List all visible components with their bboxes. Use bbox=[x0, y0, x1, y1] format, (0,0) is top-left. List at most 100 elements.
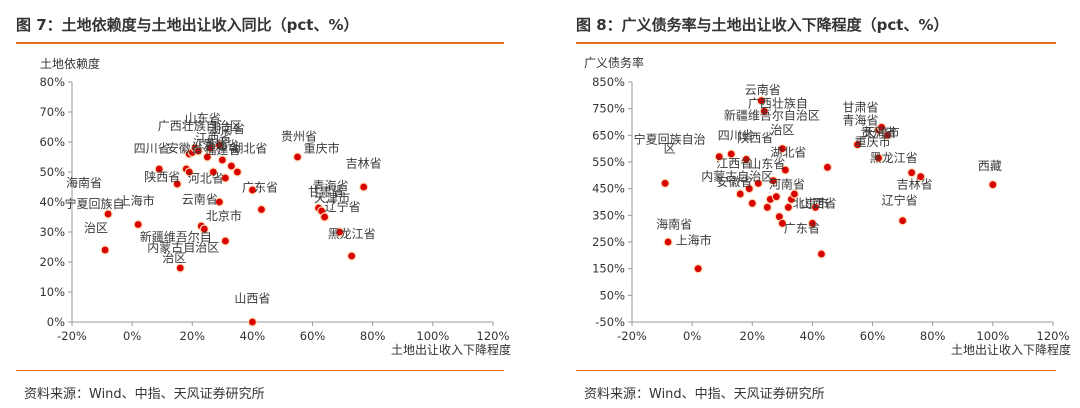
label-ningxia: 宁夏回族自治 bbox=[634, 131, 706, 146]
data-point bbox=[916, 172, 926, 182]
y-tick-label: 80% bbox=[39, 75, 65, 89]
y-tick-label: 350% bbox=[592, 208, 625, 222]
label-guangxi-qu: 治区 bbox=[770, 123, 794, 137]
data-point bbox=[193, 146, 203, 156]
label-shanghai: 上海市 bbox=[676, 233, 712, 248]
label-beijing: 北京市 bbox=[206, 208, 242, 223]
label-chongqing: 重庆市 bbox=[304, 141, 340, 156]
chart-title: 图 7：土地依赖度与土地出让收入同比（pct、%） bbox=[16, 16, 359, 34]
data-point bbox=[768, 176, 778, 186]
x-tick-label: 0% bbox=[683, 329, 701, 343]
y-tick-label: 750% bbox=[592, 102, 625, 116]
data-point bbox=[247, 185, 258, 195]
data-point bbox=[214, 140, 224, 150]
label-shandong: 山东省 bbox=[185, 112, 221, 126]
data-point bbox=[883, 130, 893, 140]
scatter-plot-fig7: 0%10%20%30%40%50%60%70%80%-20% 0% 20% 40% 60… bbox=[39, 56, 511, 357]
chart-panel-fig7: 图 7：土地依赖度与土地出让收入同比（pct、%） 0% 10% 20% 30% 40%… bbox=[0, 0, 520, 408]
data-point bbox=[256, 204, 267, 215]
data-point bbox=[184, 167, 194, 177]
data-point bbox=[220, 236, 230, 246]
title-divider bbox=[16, 42, 504, 44]
label-guangxi: 广西壮族自治区 bbox=[158, 119, 242, 133]
label-ningxia: 宁夏回族自 bbox=[65, 196, 125, 211]
x-tick-label: 100% bbox=[416, 329, 449, 343]
label-jiangxi: 江西省 bbox=[716, 156, 752, 170]
data-point bbox=[726, 149, 736, 159]
y-tick-label: 10% bbox=[39, 285, 65, 299]
x-tick-label: 60% bbox=[860, 329, 886, 343]
source-divider bbox=[16, 370, 504, 371]
data-point bbox=[175, 263, 185, 273]
label-shandong: 山东省 bbox=[749, 157, 785, 171]
data-point bbox=[663, 237, 673, 247]
x-axis-title: 土地出让收入下降程度 bbox=[391, 342, 511, 357]
label-guizhou: 贵州省 bbox=[861, 126, 897, 140]
y-tick-label: 850% bbox=[592, 75, 625, 89]
label-heilongjiang: 黑龙江省 bbox=[328, 227, 376, 241]
label-qinghai: 青海省 bbox=[313, 178, 349, 193]
data-point bbox=[202, 152, 212, 162]
x-tick-label: -20% bbox=[57, 329, 87, 343]
x-tick-label: 80% bbox=[920, 329, 946, 343]
data-point bbox=[335, 227, 345, 237]
data-point bbox=[292, 152, 303, 162]
label-henan: 河南省 bbox=[769, 177, 805, 192]
y-axis-title: 广义债务率 bbox=[584, 55, 644, 70]
y-tick-label: 250% bbox=[592, 235, 625, 249]
data-point bbox=[205, 143, 215, 153]
label-yunnan: 云南省 bbox=[745, 82, 781, 97]
y-tick-label: 70% bbox=[39, 105, 65, 119]
data-point bbox=[907, 168, 917, 178]
label-hainan: 海南省 bbox=[66, 175, 102, 190]
y-tick-label: 650% bbox=[592, 128, 625, 142]
y-tick-label: 30% bbox=[39, 225, 65, 239]
x-tick-label: 40% bbox=[800, 329, 826, 343]
chart-title: 图 8：广义债务率与土地出让收入下降程度（pct、%） bbox=[576, 16, 949, 34]
data-point bbox=[232, 167, 242, 177]
label-tianjin: 天津市 bbox=[314, 190, 350, 205]
label-chongqing: 重庆市 bbox=[855, 134, 891, 149]
data-point bbox=[762, 202, 772, 212]
chart-panel-fig8: 图 8：广义债务率与土地出让收入下降程度（pct、%） -50% 50% 150% 2… bbox=[560, 0, 1080, 408]
data-point bbox=[777, 218, 787, 228]
label-shaanxi: 陕西省 bbox=[737, 130, 773, 145]
data-point bbox=[199, 224, 209, 234]
label-heilongjiang: 黑龙江省 bbox=[870, 151, 918, 165]
scatter-plot-fig8: -50% 50% 150% 250% 350% 450% 550% 650% 750% 850% -… bbox=[584, 55, 1071, 357]
data-point bbox=[744, 184, 754, 194]
label-liaoning: 辽宁省 bbox=[325, 199, 361, 214]
label-guangdong: 广东省 bbox=[784, 222, 820, 236]
label-shanxi: 山西省 bbox=[800, 196, 836, 210]
label-ningxia-qu: 区 bbox=[664, 142, 676, 156]
y-tick-label: 60% bbox=[39, 135, 65, 149]
y-tick-label: 50% bbox=[599, 288, 625, 302]
label-jilin: 吉林省 bbox=[346, 157, 382, 171]
label-gansu: 甘肃省 bbox=[843, 100, 879, 114]
data-point bbox=[807, 218, 818, 228]
label-hunan: 湖南省 bbox=[209, 121, 245, 136]
label-xinjiang-qu: 治区 bbox=[162, 251, 186, 265]
data-point bbox=[660, 178, 670, 188]
label-neimenggu: 内蒙古自治区 bbox=[147, 240, 219, 255]
data-point bbox=[320, 212, 330, 222]
label-gansu: 甘肃省 bbox=[308, 185, 344, 199]
x-tick-label: 20% bbox=[180, 329, 206, 343]
label-jiangxi: 江西省 bbox=[195, 131, 231, 145]
x-tick-label: 80% bbox=[360, 329, 386, 343]
data-point bbox=[172, 179, 182, 189]
title-divider bbox=[576, 42, 1056, 44]
label-zhejiang: 浙江省 bbox=[203, 139, 239, 153]
source-note: 资料来源：Wind、中指、天风证券研究所 bbox=[24, 387, 265, 402]
data-point bbox=[771, 192, 781, 202]
data-point bbox=[226, 161, 236, 171]
data-point bbox=[780, 165, 790, 175]
data-point bbox=[735, 189, 745, 199]
data-point bbox=[103, 209, 113, 219]
label-guizhou: 贵州省 bbox=[281, 130, 317, 144]
label-xizang: 西藏 bbox=[978, 159, 1002, 173]
source-note: 资料来源：Wind、中指、天风证券研究所 bbox=[584, 387, 825, 402]
label-ningxia-qu: 治区 bbox=[84, 221, 108, 235]
x-tick-label: 20% bbox=[740, 329, 766, 343]
x-tick-label: 60% bbox=[300, 329, 326, 343]
